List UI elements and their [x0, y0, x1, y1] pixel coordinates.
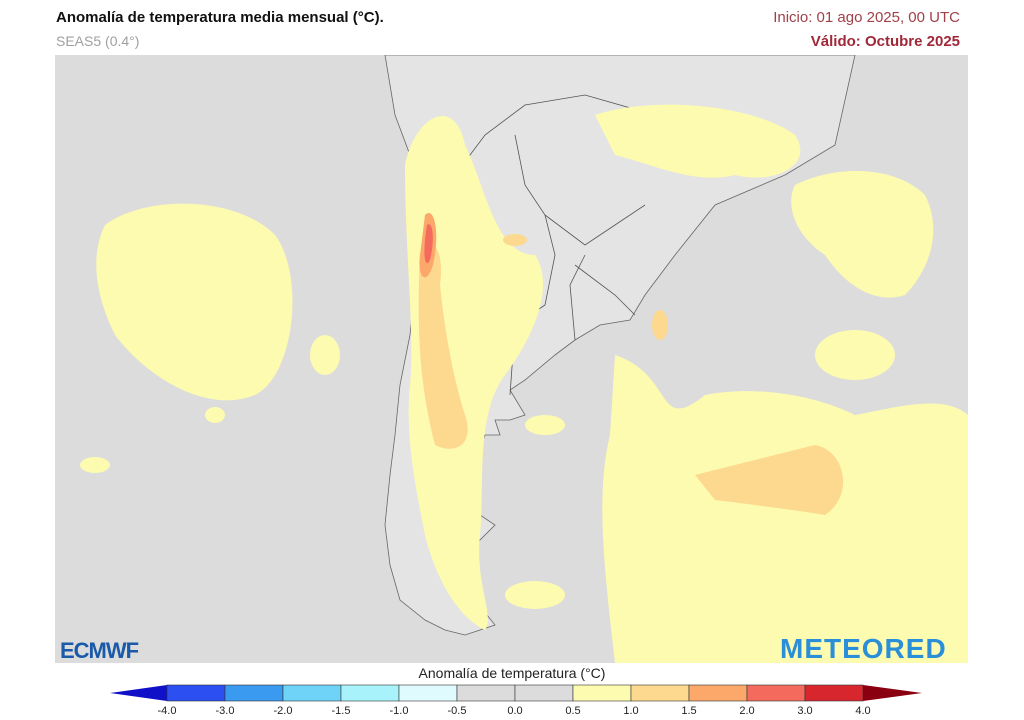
init-time: Inicio: 01 ago 2025, 00 UTC [773, 9, 960, 26]
colorbar-over-triangle [863, 685, 922, 701]
ecmwf-logo: ECMWF [60, 638, 139, 663]
colorbar-segment [514, 684, 574, 702]
colorbar-tick-label: 4.0 [855, 705, 871, 717]
colorbar-tick-label: 1.5 [681, 705, 697, 717]
colorbar-title: Anomalía de temperatura (°C) [418, 665, 606, 681]
colorbar-segment [688, 684, 748, 702]
colorbar-tick-label: -2.0 [273, 705, 293, 717]
colorbar-tick-label: 3.0 [797, 705, 813, 717]
anomaly-1.0-1.5 [418, 234, 844, 515]
colorbar-segment [630, 684, 690, 702]
anomaly-map [55, 55, 968, 663]
colorbar-tick-label: 2.0 [739, 705, 755, 717]
colorbar-segment [340, 684, 400, 702]
colorbar [110, 684, 922, 702]
colorbar-segment [224, 684, 284, 702]
meteored-logo: METEORED [780, 633, 947, 664]
colorbar-segment [398, 684, 458, 702]
colorbar-tick-label: 0.0 [507, 705, 523, 717]
colorbar-tick-label: 1.0 [623, 705, 639, 717]
colorbar-tick-label: -0.5 [447, 705, 467, 717]
model-label: SEAS5 (0.4°) [56, 33, 140, 49]
colorbar-segment [804, 684, 864, 702]
colorbar-segment [166, 684, 226, 702]
colorbar-segment [572, 684, 632, 702]
map-title: Anomalía de temperatura media mensual (°… [56, 9, 384, 26]
valid-period: Válido: Octubre 2025 [810, 33, 960, 50]
colorbar-tick-label: -3.0 [215, 705, 235, 717]
colorbar-tick-label: -1.5 [331, 705, 351, 717]
colorbar-tick-label: 0.5 [565, 705, 581, 717]
colorbar-segment [746, 684, 806, 702]
colorbar-tick-label: -1.0 [389, 705, 409, 717]
colorbar-under-triangle [110, 685, 167, 701]
colorbar-segment [282, 684, 342, 702]
colorbar-tick-label: -4.0 [157, 705, 177, 717]
colorbar-segment [456, 684, 516, 702]
anomaly-0.5-1.0 [80, 104, 968, 663]
anomaly-high [419, 213, 437, 278]
